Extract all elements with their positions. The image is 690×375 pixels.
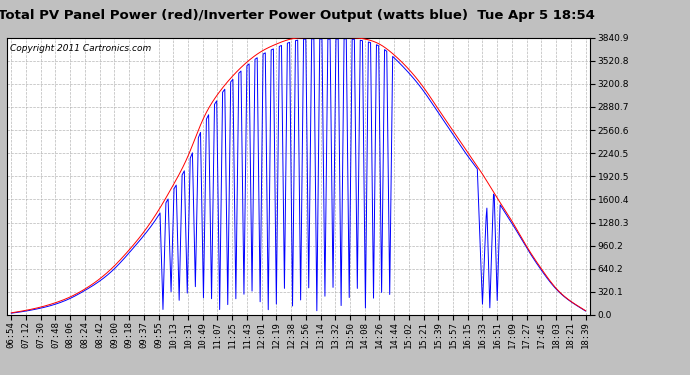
Text: Total PV Panel Power (red)/Inverter Power Output (watts blue)  Tue Apr 5 18:54: Total PV Panel Power (red)/Inverter Powe… — [0, 9, 595, 22]
Text: Copyright 2011 Cartronics.com: Copyright 2011 Cartronics.com — [10, 45, 151, 54]
